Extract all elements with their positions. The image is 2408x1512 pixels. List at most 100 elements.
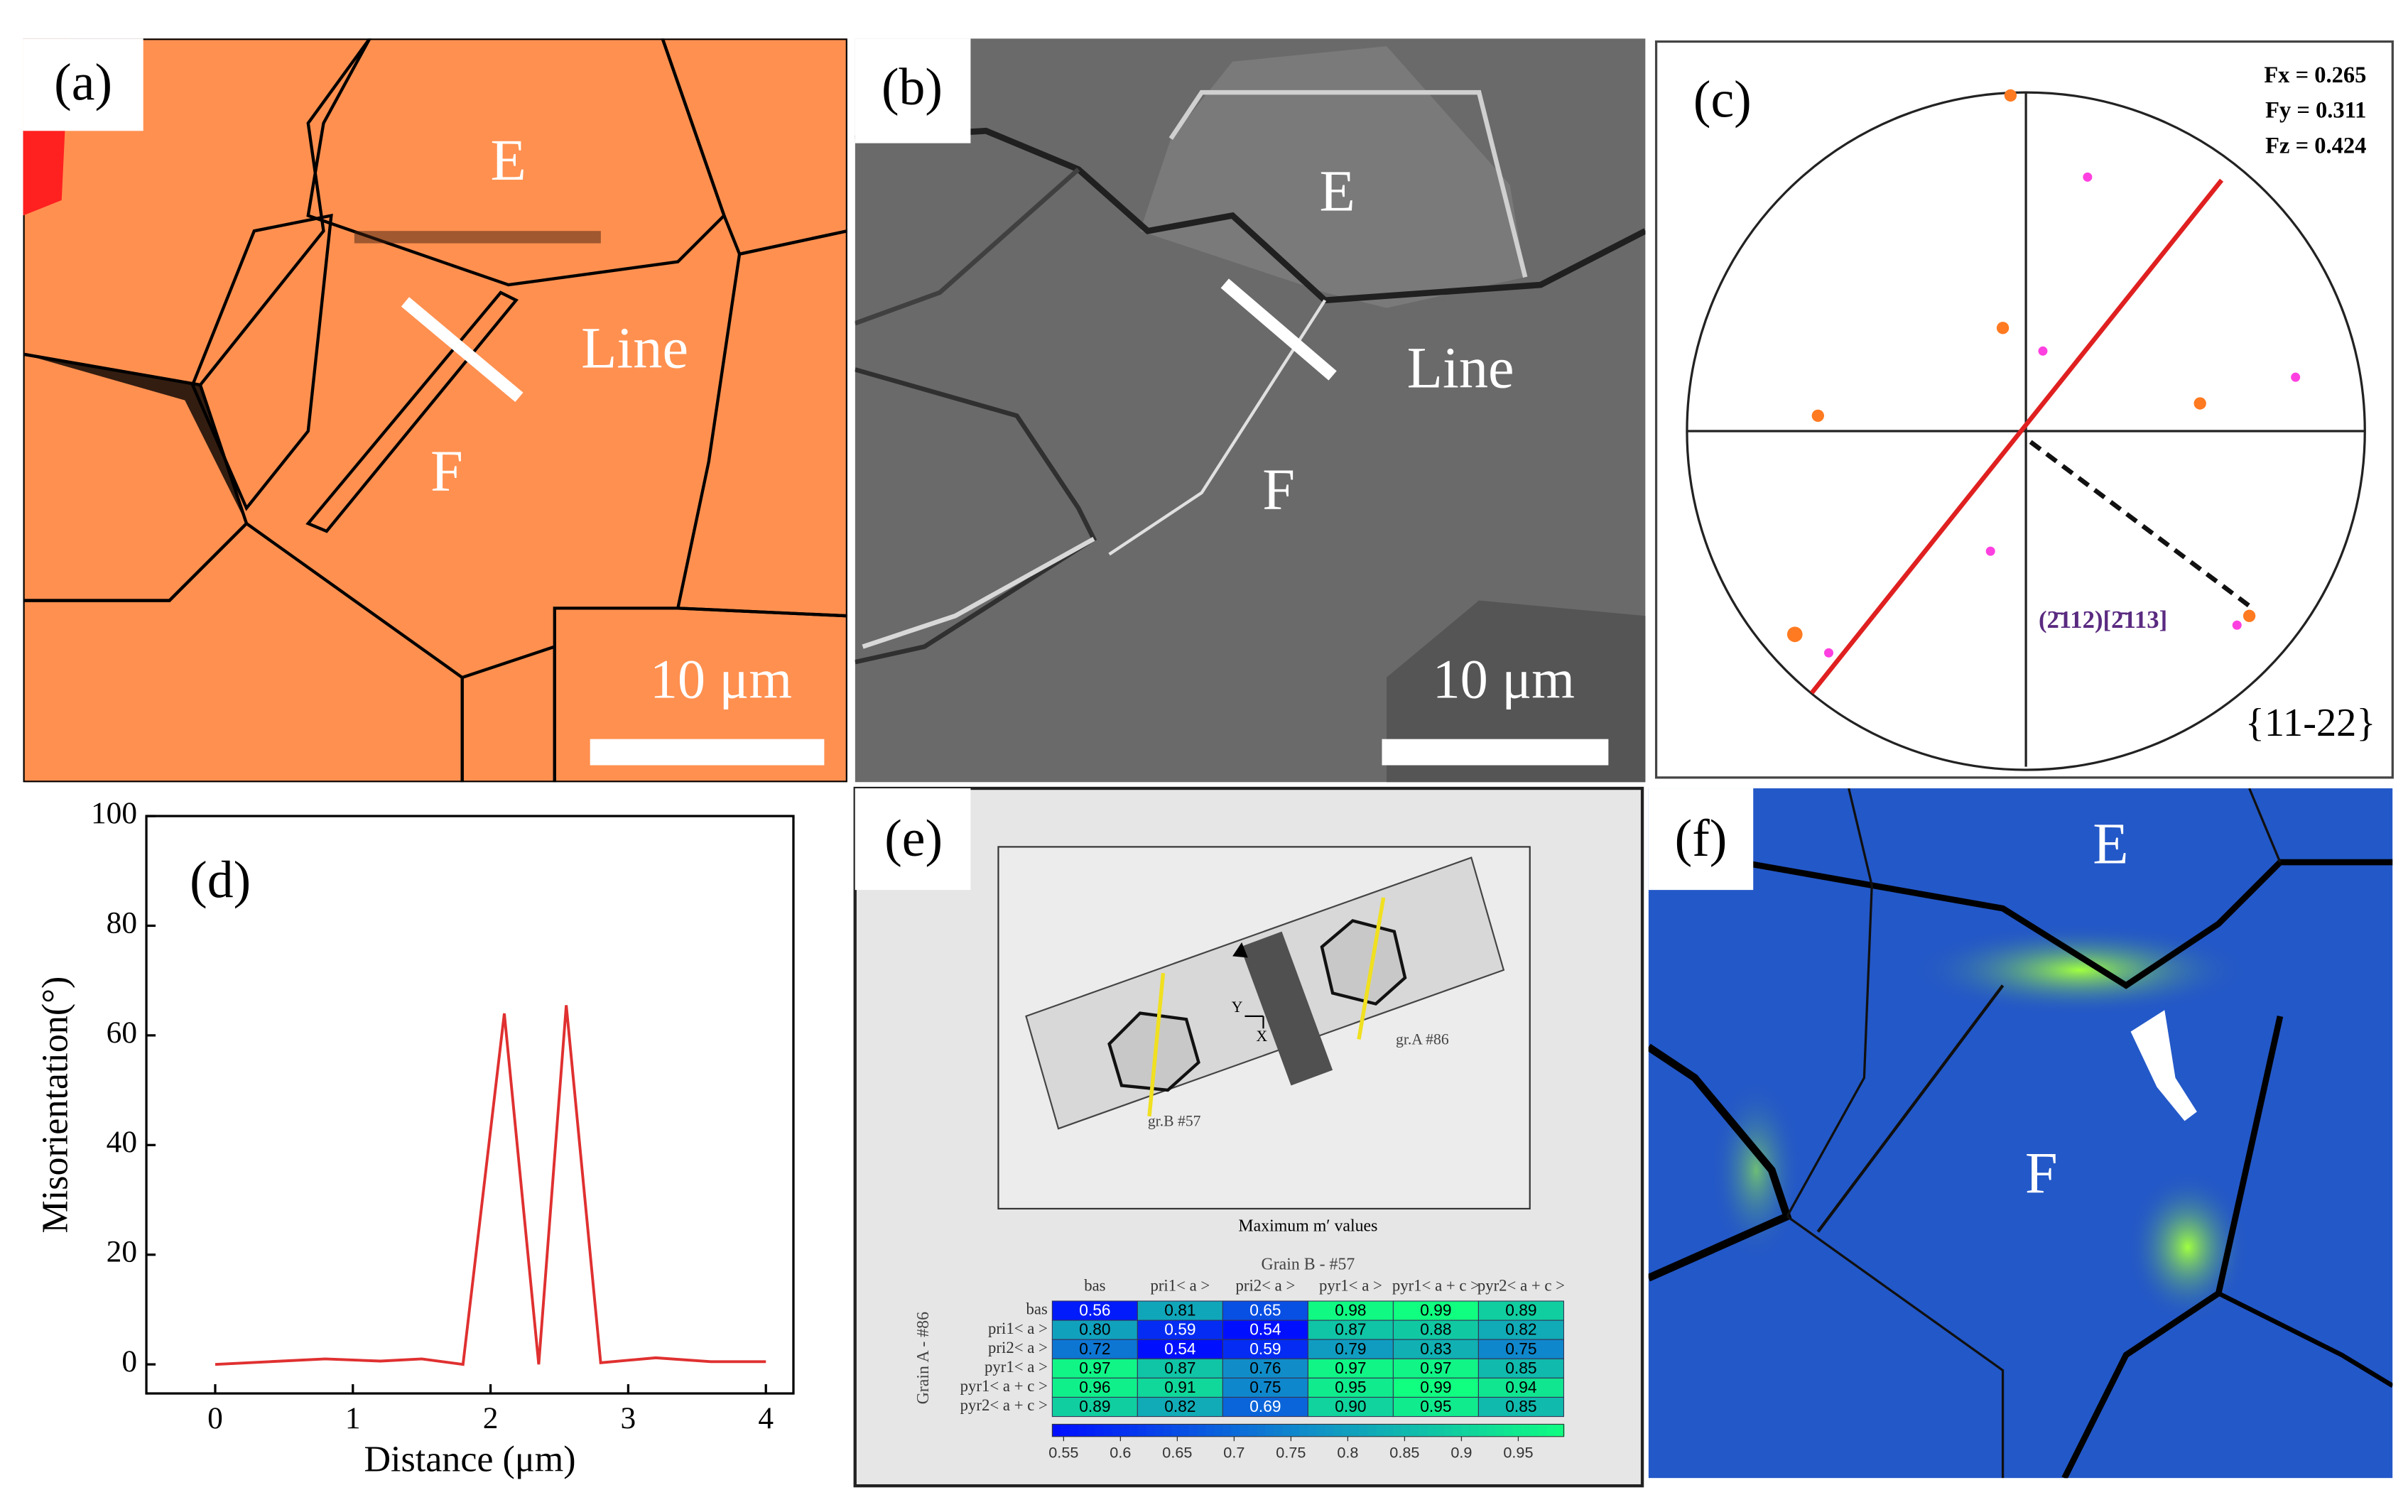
cell-label: 0.75	[1249, 1378, 1281, 1396]
grain-label: E	[1319, 158, 1355, 223]
line-label: Line	[581, 316, 688, 381]
colorbar-label: 0.8	[1337, 1443, 1358, 1461]
y-tick-label: 60	[107, 1016, 137, 1050]
colorbar-segment	[1154, 1424, 1164, 1437]
colorbar-segment	[1359, 1424, 1369, 1437]
colorbar-segment	[1120, 1424, 1130, 1437]
colorbar-segment	[1444, 1424, 1454, 1437]
cell	[1222, 1339, 1308, 1359]
cell-label: 0.87	[1164, 1359, 1195, 1377]
cell-label: 0.56	[1079, 1301, 1110, 1320]
panel-label: (b)	[882, 58, 943, 116]
column-title: Grain B - #57	[1261, 1256, 1355, 1274]
panel-b	[855, 38, 1646, 783]
row-label: pri1< a >	[988, 1320, 1048, 1337]
x-tick-label: 2	[483, 1401, 499, 1435]
cell	[1051, 1358, 1138, 1378]
colorbar-segment	[1495, 1424, 1505, 1437]
cell-label: 0.89	[1505, 1301, 1536, 1320]
y-tick-label: 100	[91, 796, 137, 830]
colorbar-segment	[1427, 1424, 1437, 1437]
colorbar-segment	[1538, 1424, 1548, 1437]
x-tick-label: 1	[345, 1401, 361, 1435]
column-label: pyr2< a + c >	[1477, 1277, 1565, 1295]
colorbar-segment	[1171, 1424, 1181, 1437]
cell-label: 0.69	[1249, 1397, 1281, 1415]
cell	[1477, 1339, 1564, 1359]
colorbar-segment	[1436, 1424, 1446, 1437]
colorbar-segment	[1197, 1424, 1207, 1437]
colorbar-segment	[1274, 1424, 1284, 1437]
panel-d: 0 20 40 60 80 100 0 1 2 3 4 Distance (μm) Misorienta…	[35, 796, 774, 1480]
cell-label: 0.88	[1420, 1320, 1451, 1339]
panel-f	[1648, 788, 2393, 1479]
x-tick-label: 0	[207, 1401, 223, 1435]
colorbar-label: 0.75	[1276, 1443, 1306, 1461]
cell-label: 0.59	[1164, 1320, 1195, 1339]
factor: Fz = 0.424	[2265, 134, 2366, 159]
row-title: Grain A - #86	[914, 1312, 933, 1405]
cell	[1307, 1300, 1394, 1321]
colorbar-segment	[1333, 1424, 1343, 1437]
colorbar-segment	[1163, 1424, 1173, 1437]
colorbar-segment	[1308, 1424, 1318, 1437]
colorbar-segment	[1188, 1424, 1198, 1437]
cell	[1137, 1339, 1223, 1359]
colorbar-segment	[1103, 1424, 1113, 1437]
cell-label: 0.95	[1335, 1378, 1366, 1396]
panel-label: (c)	[1693, 70, 1752, 128]
colorbar-segment	[1282, 1424, 1292, 1437]
cell-label: 0.89	[1079, 1397, 1110, 1415]
cell-label: 0.75	[1505, 1339, 1536, 1358]
colorbar-label: 0.85	[1389, 1443, 1419, 1461]
y-tick-label: 20	[107, 1235, 137, 1269]
grain-label: F	[1262, 457, 1295, 522]
row-label: pyr1< a >	[985, 1358, 1048, 1376]
colorbar-segment	[1410, 1424, 1420, 1437]
colorbar-segment	[1257, 1424, 1267, 1437]
cell-label: 0.54	[1249, 1320, 1281, 1339]
cell-label: 0.59	[1249, 1339, 1281, 1358]
colorbar-segment	[1061, 1424, 1070, 1437]
x-tick-label: 4	[758, 1401, 774, 1435]
colorbar-segment	[1240, 1424, 1249, 1437]
scale-bar	[1382, 739, 1609, 766]
cell-label: 0.83	[1420, 1339, 1451, 1358]
colorbar-segment	[1086, 1424, 1096, 1437]
line-marker	[401, 297, 524, 402]
panel-label: (a)	[54, 53, 112, 112]
cell-label: 0.85	[1505, 1359, 1536, 1377]
colorbar-label: 0.55	[1048, 1443, 1078, 1461]
panel-a	[23, 38, 847, 783]
cell-label: 0.96	[1079, 1378, 1110, 1396]
slip-system: (2̄112)[2̄113]	[2039, 606, 2167, 633]
cell	[1307, 1320, 1394, 1340]
cell-label: 0.99	[1420, 1301, 1451, 1320]
scale-bar	[590, 739, 825, 766]
colorbar-segment	[1546, 1424, 1556, 1437]
colorbar-segment	[1342, 1424, 1352, 1437]
panel-label: (d)	[190, 851, 251, 909]
grain-tag: gr.A #86	[1396, 1031, 1449, 1048]
cell-label: 0.97	[1335, 1359, 1366, 1377]
plot-frame	[145, 815, 795, 1395]
y-tick-label: 40	[107, 1125, 137, 1159]
grain-label: E	[2093, 812, 2128, 876]
cell	[1222, 1320, 1308, 1340]
axis-tag: X	[1257, 1028, 1268, 1045]
colorbar-segment	[1095, 1424, 1105, 1437]
cell-label: 0.85	[1505, 1397, 1536, 1415]
colorbar-segment	[1504, 1424, 1514, 1437]
cell	[1051, 1396, 1138, 1418]
row-label: bas	[1026, 1300, 1048, 1318]
colorbar-segment	[1078, 1424, 1088, 1437]
colorbar-segment	[1521, 1424, 1531, 1437]
column-label: bas	[1084, 1277, 1105, 1295]
colorbar-segment	[1487, 1424, 1497, 1437]
cell	[1392, 1339, 1479, 1359]
label-box	[23, 38, 143, 131]
cell-label: 0.82	[1164, 1397, 1195, 1415]
cell	[1222, 1300, 1308, 1321]
cell	[1051, 1300, 1138, 1321]
